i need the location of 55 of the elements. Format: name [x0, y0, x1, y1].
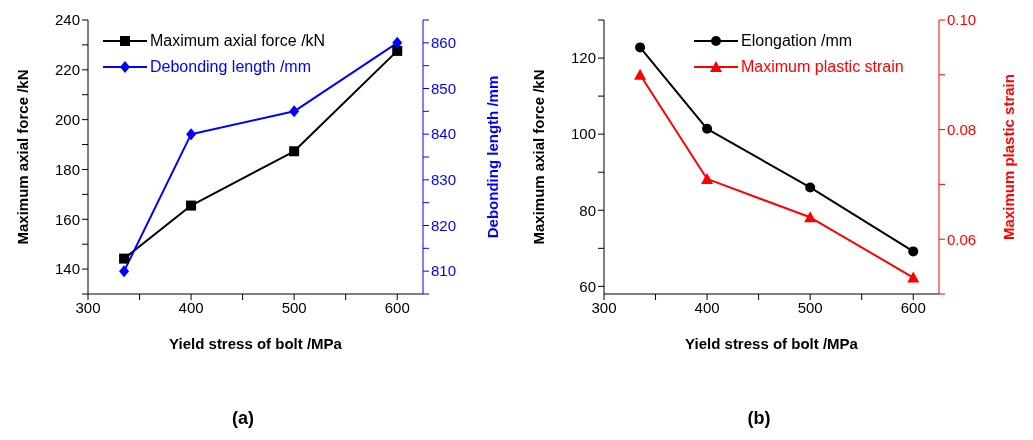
point	[907, 271, 920, 283]
legend-label: Elongation /mm	[741, 32, 853, 50]
y2-tick-label: 860	[431, 34, 457, 52]
point	[805, 182, 816, 193]
y2-tick-label: 850	[431, 79, 457, 97]
point	[804, 211, 817, 223]
legend-label: Debonding length /mm	[150, 58, 311, 76]
y2-axis-title: Maximum plastic strain	[1000, 74, 1018, 240]
y-tick-label: 220	[54, 61, 80, 79]
x-tick-label: 300	[75, 298, 101, 316]
y2-tick-label: 810	[431, 262, 457, 280]
x-tick-label: 400	[694, 298, 720, 316]
y2-axis-title: Debonding length /mm	[484, 75, 502, 239]
legend-label: Maximum axial force /kN	[150, 32, 326, 50]
point	[908, 246, 919, 257]
x-tick-label: 300	[591, 298, 617, 316]
y-tick-label: 60	[579, 277, 596, 295]
y2-tick-label: 830	[431, 171, 457, 189]
y-axis-title: Maximum axial force /kN	[14, 69, 32, 245]
y-tick-label: 120	[570, 49, 596, 67]
x-tick-label: 500	[281, 298, 307, 316]
y2-tick-label: 0.10	[947, 11, 977, 29]
x-tick-label: 400	[178, 298, 204, 316]
point	[119, 253, 130, 264]
point	[392, 45, 403, 56]
point	[186, 200, 197, 211]
y2-tick-label: 0.06	[947, 230, 977, 248]
y-tick-label: 140	[54, 260, 80, 278]
y-tick-label: 200	[54, 110, 80, 128]
y2-tick-label: 840	[431, 125, 457, 143]
point	[701, 172, 714, 184]
x-tick-label: 500	[797, 298, 823, 316]
point	[289, 105, 300, 118]
x-tick-label: 600	[900, 298, 926, 316]
legend-label: Maximum plastic strain	[741, 58, 904, 76]
x-tick-label: 600	[384, 298, 410, 316]
y-axis-title: Maximum axial force /kN	[530, 69, 548, 245]
x-axis-title: Yield stress of bolt /MPa	[169, 335, 343, 352]
point	[119, 265, 130, 278]
y-tick-label: 180	[54, 160, 80, 178]
point	[634, 68, 647, 80]
point	[392, 36, 403, 49]
y2-tick-label: 820	[431, 216, 457, 234]
text: (b)	[746, 408, 772, 429]
point	[289, 146, 300, 157]
point	[702, 123, 713, 134]
y2-tick-label: 0.08	[947, 120, 977, 138]
y-tick-label: 80	[579, 201, 596, 219]
point	[186, 128, 197, 141]
y-tick-label: 160	[54, 210, 80, 228]
text: (a)	[231, 408, 255, 429]
point	[635, 42, 646, 53]
y-tick-label: 240	[54, 11, 80, 29]
y-tick-label: 100	[570, 125, 596, 143]
x-axis-title: Yield stress of bolt /MPa	[685, 335, 859, 352]
